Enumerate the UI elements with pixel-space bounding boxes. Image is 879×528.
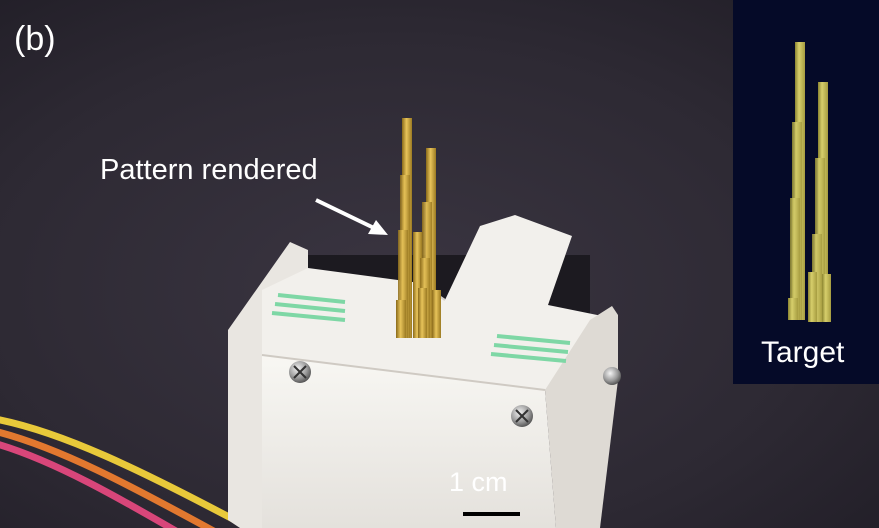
pattern-rendered-label: Pattern rendered	[100, 154, 318, 186]
screw-icon	[289, 361, 311, 383]
scale-label: 1 cm	[449, 467, 508, 497]
arrow-icon	[315, 198, 388, 235]
wires	[0, 416, 254, 528]
green-stripes-left	[271, 293, 346, 322]
target-pins	[788, 42, 831, 322]
rendered-pins	[396, 118, 441, 338]
target-panel	[733, 0, 879, 384]
screw-icon	[511, 405, 533, 427]
device-right-panel	[545, 306, 618, 528]
screw-icon	[603, 367, 621, 385]
panel-label: (b)	[14, 20, 56, 58]
device-left-panel	[228, 242, 308, 528]
target-label: Target	[761, 336, 845, 369]
device-front-face	[262, 355, 556, 528]
green-stripes-right	[490, 334, 571, 363]
